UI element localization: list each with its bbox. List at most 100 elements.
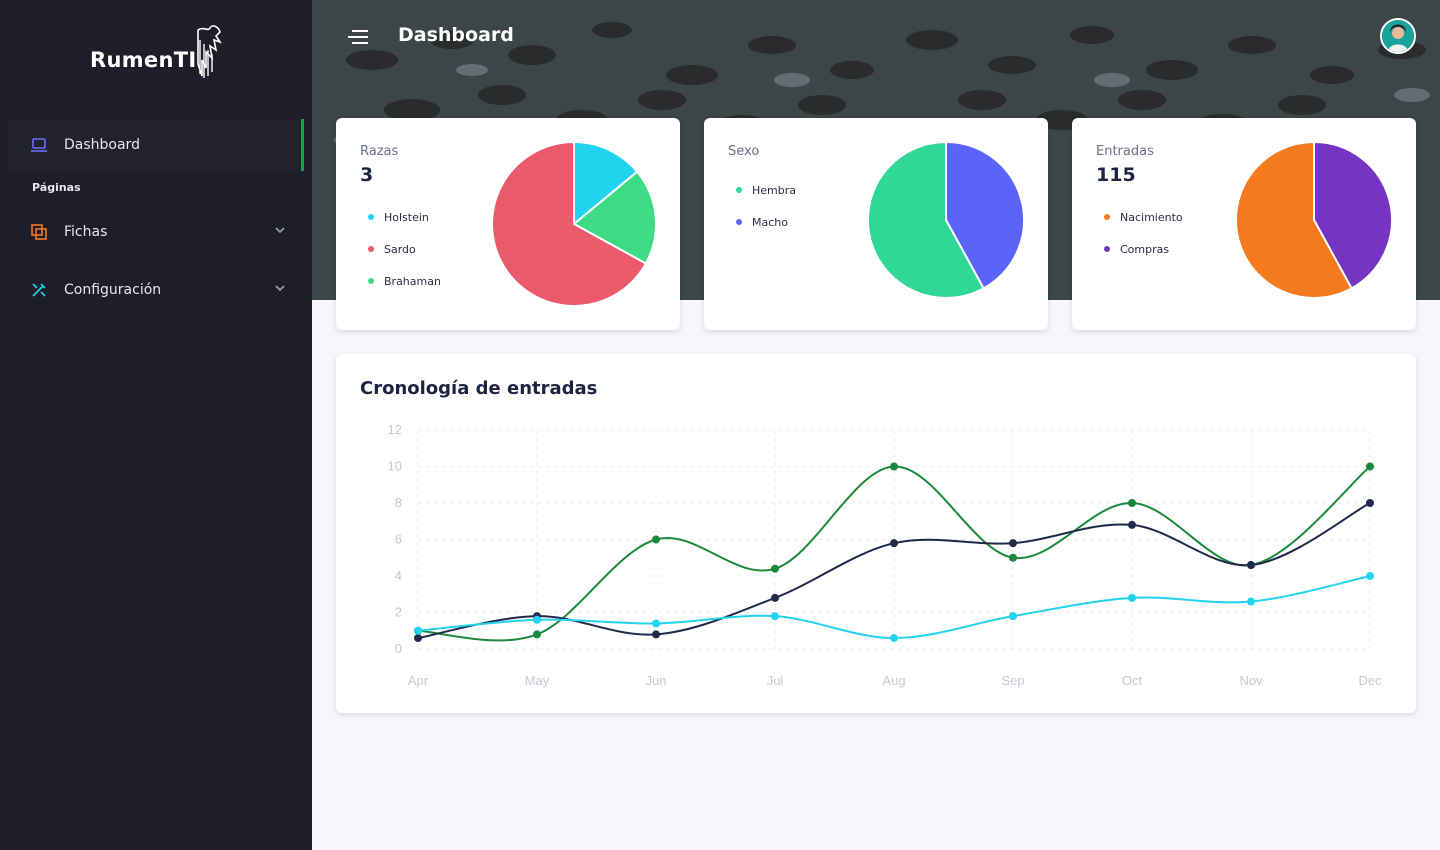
card-sexo: Sexo Hembra Macho	[704, 118, 1048, 330]
x-tick-label: Jun	[646, 673, 667, 688]
chevron-down-icon[interactable]	[274, 282, 286, 294]
x-tick-label: Oct	[1122, 673, 1143, 688]
page-title: Dashboard	[398, 24, 514, 46]
legend-dot	[736, 187, 742, 193]
card-label: Entradas	[1096, 144, 1154, 159]
pie-slice-compras[interactable]	[1313, 140, 1393, 290]
data-point[interactable]	[414, 634, 422, 643]
data-point[interactable]	[1247, 561, 1255, 570]
legend-item[interactable]: Holstein	[368, 201, 441, 233]
legend-label: Sardo	[384, 242, 416, 256]
legend-dot	[736, 219, 742, 225]
legend-label: Compras	[1120, 242, 1170, 256]
legend-label: Macho	[752, 215, 788, 229]
y-tick-label: 0	[395, 641, 402, 656]
card-entradas: Entradas 115 Nacimiento Compras	[1072, 118, 1416, 330]
legend-dot	[368, 246, 374, 252]
data-point[interactable]	[1009, 612, 1017, 621]
x-tick-label: Sep	[1001, 673, 1024, 688]
x-tick-label: Aug	[882, 673, 905, 688]
pie-chart-razas[interactable]	[490, 140, 658, 308]
x-tick-label: May	[525, 673, 550, 688]
pie-slice-sardo[interactable]	[491, 140, 648, 307]
data-point[interactable]	[1366, 572, 1374, 580]
data-point[interactable]	[533, 615, 541, 624]
sidebar-item-label: Configuración	[64, 282, 162, 298]
pie-chart-sexo[interactable]	[866, 140, 1026, 300]
y-tick-label: 10	[388, 459, 402, 474]
data-point[interactable]	[1366, 462, 1374, 471]
user-avatar[interactable]	[1380, 18, 1416, 54]
pie-slice-holstein[interactable]	[573, 140, 639, 227]
card-value: 3	[360, 164, 374, 186]
sidebar: RumenTI Dashboard Páginas Fichas Configu…	[0, 0, 312, 850]
timeline-card: Cronología de entradas 0 2 4 6 8 10 12 Apr May Ju…	[336, 354, 1416, 713]
data-point[interactable]	[890, 634, 898, 643]
data-point[interactable]	[1128, 499, 1136, 507]
data-point[interactable]	[1366, 499, 1374, 507]
tools-icon	[30, 281, 48, 299]
data-point[interactable]	[652, 630, 660, 639]
data-point[interactable]	[771, 564, 779, 573]
legend-dot	[1104, 214, 1110, 220]
y-tick-label: 6	[395, 532, 402, 547]
pie-slice-nacimiento[interactable]	[1235, 140, 1353, 299]
chevron-down-icon[interactable]	[274, 224, 286, 236]
app-logo[interactable]: RumenTI	[90, 24, 230, 84]
sidebar-item-fichas[interactable]: Fichas	[8, 206, 304, 258]
data-point[interactable]	[652, 535, 660, 544]
legend-label: Hembra	[752, 183, 796, 197]
sidebar-item-label: Fichas	[64, 224, 108, 240]
data-point[interactable]	[1128, 520, 1136, 529]
legend-dot	[1104, 246, 1110, 252]
legend-item[interactable]: Hembra	[736, 174, 796, 206]
sidebar-item-configuracion[interactable]: Configuración	[8, 264, 304, 316]
legend-item[interactable]: Brahaman	[368, 265, 441, 297]
legend-item[interactable]: Compras	[1104, 233, 1183, 265]
copy-icon	[30, 223, 48, 241]
y-tick-label: 12	[388, 422, 402, 437]
data-point[interactable]	[652, 619, 660, 628]
data-point[interactable]	[533, 630, 541, 639]
legend-dot	[368, 214, 374, 220]
x-tick-label: Dec	[1358, 673, 1382, 688]
line-chart[interactable]: 0 2 4 6 8 10 12 Apr May Jun Jul Aug Sep Oct Nov Dec	[336, 354, 1416, 713]
x-tick-label: Jul	[767, 673, 784, 688]
data-point[interactable]	[1009, 539, 1017, 548]
legend-dot	[368, 278, 374, 284]
menu-toggle-button[interactable]	[346, 28, 370, 46]
data-point[interactable]	[1009, 553, 1017, 562]
data-point[interactable]	[890, 539, 898, 548]
legend-item[interactable]: Nacimiento	[1104, 201, 1183, 233]
y-tick-label: 4	[395, 568, 402, 583]
timeline-title: Cronología de entradas	[360, 378, 598, 399]
pie-slice-hembra[interactable]	[867, 140, 985, 299]
legend: Nacimiento Compras	[1104, 201, 1183, 265]
data-point[interactable]	[890, 462, 898, 471]
x-tick-label: Nov	[1239, 673, 1263, 688]
legend-item[interactable]: Macho	[736, 206, 796, 238]
pie-chart-entradas[interactable]	[1234, 140, 1394, 300]
data-point[interactable]	[1128, 593, 1136, 602]
laptop-icon	[30, 136, 48, 154]
pie-slice-brahaman[interactable]	[572, 170, 657, 265]
bull-logo-icon	[197, 25, 222, 78]
avatar-icon	[1382, 20, 1414, 52]
data-point[interactable]	[414, 626, 422, 635]
app-name: RumenTI	[90, 48, 197, 72]
hamburger-icon	[348, 30, 368, 44]
pie-slice-macho[interactable]	[945, 140, 1025, 290]
legend: Holstein Sardo Brahaman	[368, 201, 441, 297]
legend-label: Brahaman	[384, 274, 441, 288]
sidebar-item-label: Dashboard	[64, 137, 140, 153]
card-label: Razas	[360, 144, 399, 159]
data-point[interactable]	[771, 593, 779, 602]
data-point[interactable]	[771, 612, 779, 621]
legend-item[interactable]: Sardo	[368, 233, 441, 265]
legend-label: Holstein	[384, 210, 429, 224]
sidebar-section-label: Páginas	[32, 181, 81, 194]
legend-label: Nacimiento	[1120, 210, 1183, 224]
sidebar-item-dashboard[interactable]: Dashboard	[8, 119, 304, 171]
data-point[interactable]	[1247, 597, 1255, 606]
card-value: 115	[1096, 164, 1136, 186]
